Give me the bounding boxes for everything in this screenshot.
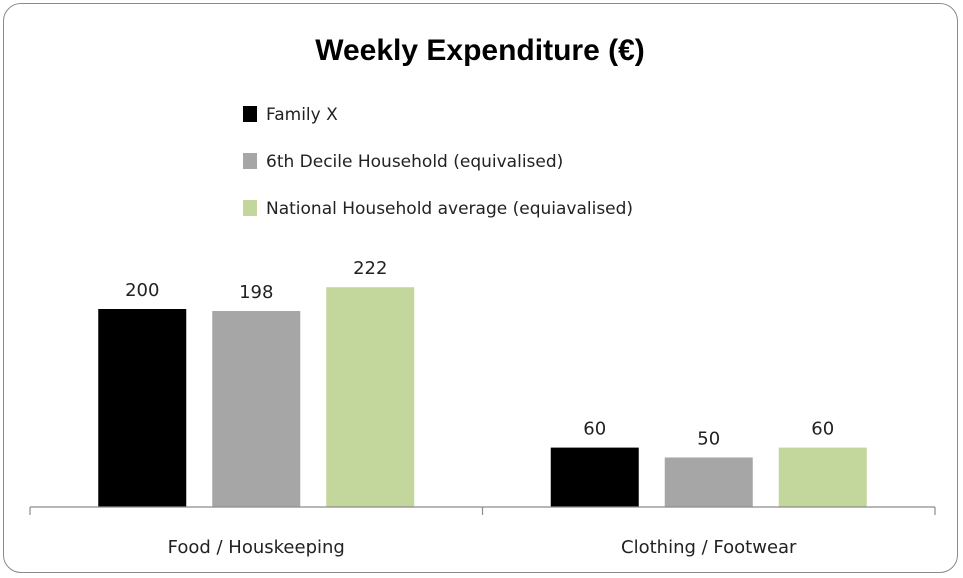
legend-swatch-3: [243, 200, 257, 216]
data-label-2-1: 60: [583, 419, 606, 440]
data-label-1-2: 198: [239, 282, 273, 303]
category-label-2: Clothing / Footwear: [621, 537, 797, 558]
bar-1-1: [98, 309, 187, 507]
chart-title: Weekly Expenditure (€): [315, 34, 645, 67]
data-labels: 200 198 222 60 50 60: [125, 258, 834, 449]
category-label-1: Food / Houskeeping: [168, 537, 345, 558]
bar-1-3: [326, 287, 415, 507]
data-label-1-3: 222: [353, 258, 387, 279]
x-axis: Food / Houskeeping Clothing / Footwear: [29, 506, 936, 558]
bar-1-2: [212, 310, 301, 507]
data-label-2-3: 60: [811, 419, 834, 440]
bars: [98, 287, 867, 507]
bar-2-3: [778, 447, 867, 507]
data-label-1-1: 200: [125, 280, 159, 301]
data-label-2-2: 50: [697, 429, 720, 450]
legend-label-2: 6th Decile Household (equivalised): [266, 152, 563, 172]
bar-2-1: [550, 447, 639, 507]
legend-label-3: National Household average (equiavalised…: [266, 199, 633, 219]
legend-swatch-2: [243, 153, 257, 169]
legend-swatch-1: [243, 106, 257, 122]
legend: Family X 6th Decile Household (equivalise…: [243, 105, 633, 219]
legend-label-1: Family X: [266, 105, 338, 125]
bar-2-2: [664, 457, 753, 507]
